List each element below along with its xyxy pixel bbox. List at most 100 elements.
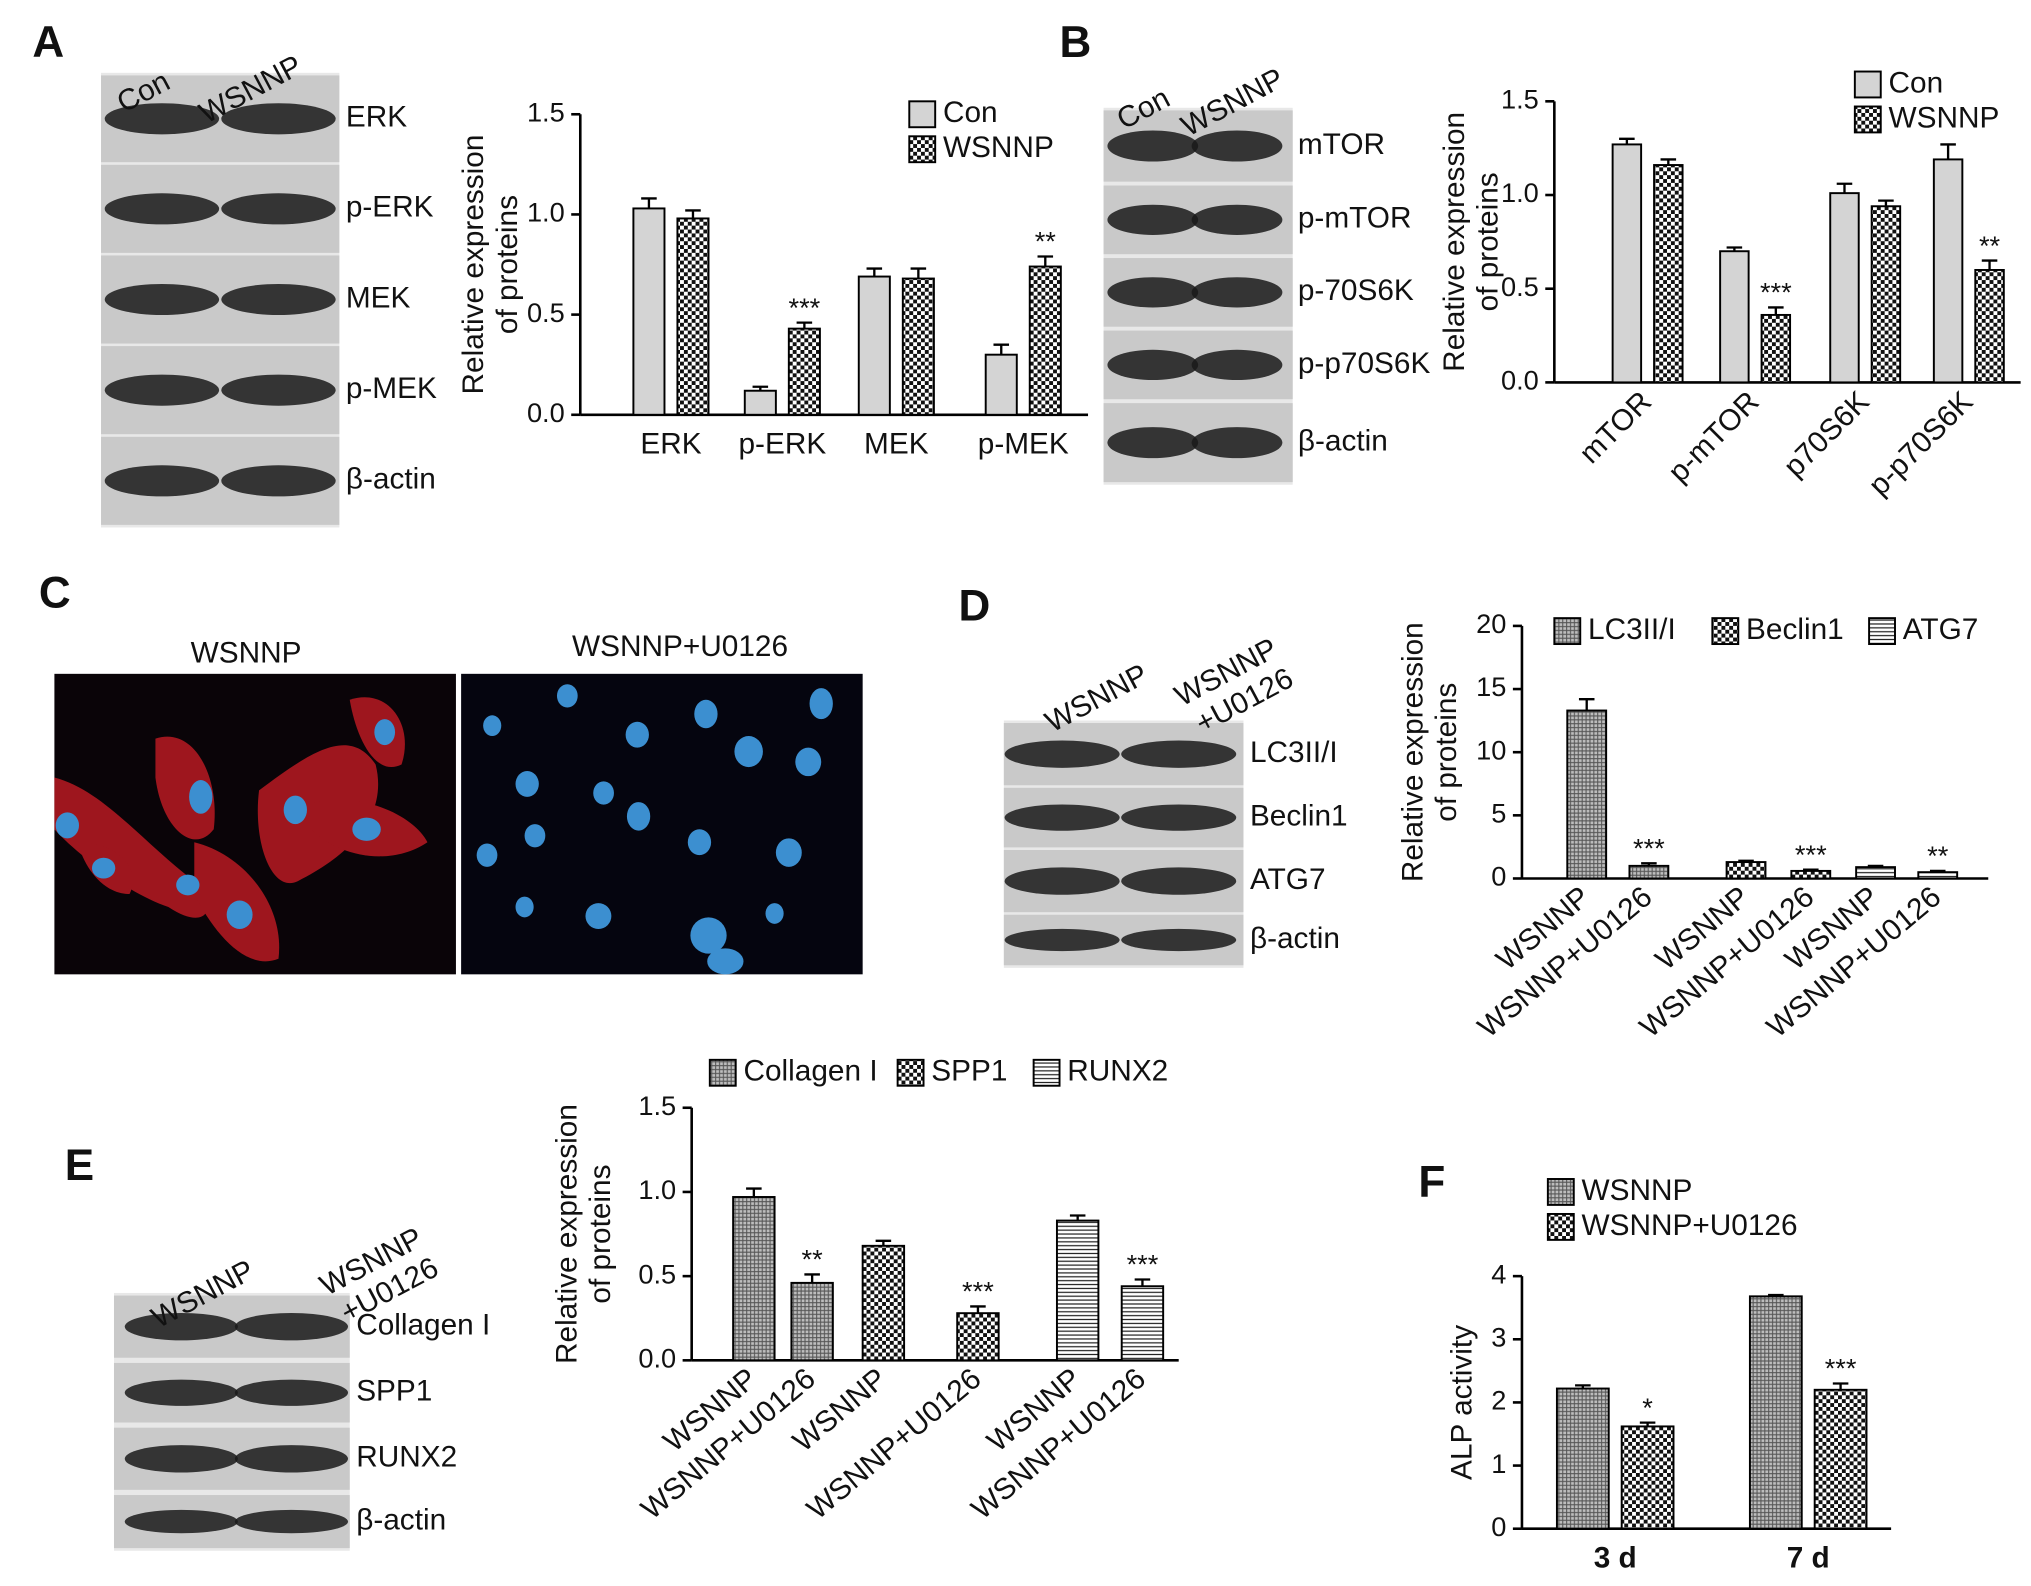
error-bar [796, 321, 813, 329]
legend-swatch [1711, 617, 1740, 646]
error-bar [1836, 182, 1853, 194]
error-bar [804, 1273, 820, 1283]
band [104, 374, 220, 406]
x-tick-label: 3 d [1594, 1542, 1637, 1575]
y-tick-label: 0 [1491, 861, 1506, 892]
band-label: LC3II/I [1250, 736, 1338, 769]
y-tick-label: 1.5 [527, 96, 565, 127]
band-label: β-actin [1298, 425, 1388, 458]
band-label: β-actin [356, 1503, 446, 1536]
legend-label: SPP1 [931, 1055, 1007, 1088]
band-label: p-70S6K [1298, 274, 1414, 307]
legend-swatch [896, 1058, 925, 1087]
legend-swatch [1032, 1058, 1061, 1087]
band [1004, 740, 1120, 768]
x-tick-label: MEK [864, 428, 929, 461]
bar [1932, 158, 1964, 384]
nuclei [55, 684, 833, 975]
band-label: p-p70S6K [1298, 347, 1431, 380]
significance: *** [1825, 1353, 1857, 1384]
band-label: SPP1 [356, 1375, 432, 1408]
band-label: RUNX2 [356, 1441, 457, 1474]
bar [1974, 268, 2005, 384]
significance: ** [1979, 230, 2001, 261]
error-bar [1981, 259, 1998, 270]
y-tick-label: 1.5 [638, 1090, 676, 1121]
band-label: p-mTOR [1298, 202, 1412, 235]
y-axis-label: Relative expression [1396, 622, 1429, 882]
error-bar [1639, 1421, 1656, 1427]
panel-label: E [65, 1141, 94, 1190]
band-label: β-actin [1250, 922, 1340, 955]
legend-swatch [908, 135, 937, 164]
band [104, 283, 220, 316]
significance: ** [1035, 226, 1057, 257]
panel-c-images [54, 673, 863, 975]
x-tick-label: p-ERK [738, 428, 826, 461]
bar [1829, 192, 1860, 384]
band-label: Beclin1 [1250, 799, 1348, 832]
band-label: Collagen I [356, 1309, 490, 1342]
error-bar [970, 1305, 986, 1314]
y-tick-label: 0.5 [638, 1258, 676, 1289]
error-bar [746, 1187, 762, 1197]
error-bar [1575, 1384, 1591, 1389]
significance: *** [1633, 833, 1665, 864]
error-bar [1619, 137, 1635, 145]
y-tick-label: 20 [1476, 608, 1506, 639]
y-tick-label: 1.0 [1501, 177, 1539, 208]
x-tick-label: mTOR [1573, 385, 1658, 470]
band [1191, 427, 1283, 459]
legend-label: WSNNP [943, 131, 1054, 164]
legend-swatch [1853, 70, 1882, 99]
y-tick-label: 3 [1491, 1321, 1506, 1352]
y-tick-label: 1.0 [527, 197, 565, 228]
band [1107, 204, 1199, 235]
bar [857, 275, 891, 416]
y-tick-label: 4 [1491, 1258, 1506, 1289]
band [221, 103, 336, 135]
bar [1855, 866, 1896, 880]
bar [861, 1244, 906, 1362]
band [124, 1445, 238, 1473]
band [234, 1509, 349, 1534]
band [104, 103, 220, 135]
band [1191, 277, 1283, 308]
band [1191, 130, 1283, 162]
y-tick-label: 15 [1476, 671, 1506, 702]
band-label: mTOR [1298, 128, 1385, 161]
error-bar [1940, 143, 1956, 160]
y-axis-label: ALP activity [1446, 1325, 1479, 1480]
significance: *** [788, 292, 820, 323]
band-label: ATG7 [1250, 863, 1326, 896]
error-bar [875, 1239, 892, 1246]
x-tick-label: 7 d [1787, 1542, 1830, 1575]
band [234, 1312, 349, 1341]
bar [790, 1281, 834, 1362]
error-bar [1037, 255, 1054, 267]
x-tick-label: p-MEK [978, 428, 1069, 461]
y-tick-label: 2 [1491, 1385, 1506, 1416]
significance: ** [1927, 840, 1949, 871]
band-label: MEK [346, 281, 411, 314]
band [234, 1445, 349, 1473]
error-bar [1738, 859, 1754, 863]
error-bar [1641, 862, 1657, 866]
bar [1870, 205, 1902, 384]
band [1121, 740, 1237, 768]
band [1107, 277, 1199, 308]
legend-label: RUNX2 [1067, 1055, 1168, 1088]
legend-swatch [1868, 617, 1896, 646]
x-tick-label: p70S6K [1777, 385, 1875, 483]
band-label: p-MEK [346, 372, 437, 405]
bar [787, 327, 821, 416]
legend-swatch [1553, 617, 1582, 646]
bar [1790, 869, 1832, 880]
y-tick-label: 0.0 [1501, 365, 1539, 396]
band [1121, 867, 1237, 895]
y-axis-label: of proteins [584, 1165, 617, 1304]
band [221, 374, 336, 406]
band [1004, 804, 1120, 831]
bar [984, 353, 1018, 416]
